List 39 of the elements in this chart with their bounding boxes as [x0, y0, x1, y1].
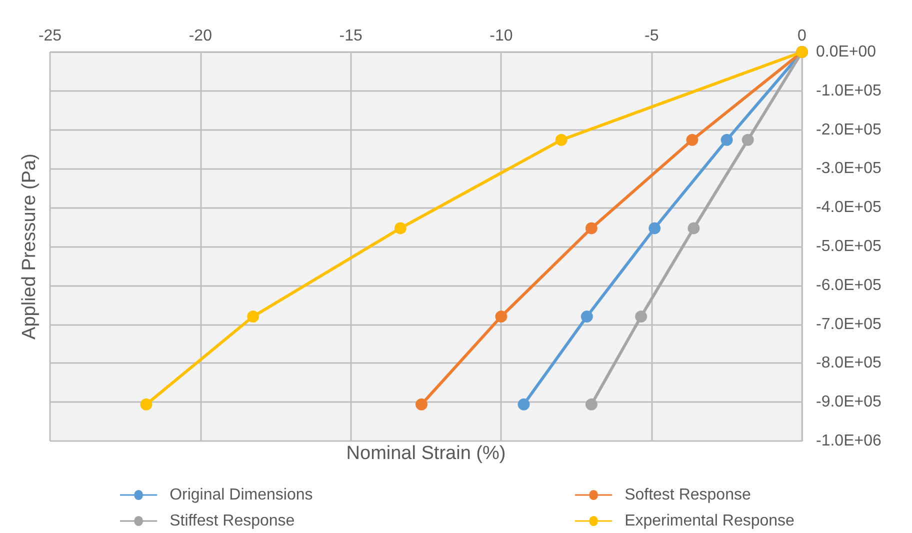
x-tick-label: -15 — [339, 28, 362, 44]
y-tick-label: -1.0E+05 — [816, 82, 882, 100]
y-tick-label: -9.0E+05 — [816, 394, 882, 411]
point — [585, 398, 598, 410]
point — [720, 134, 733, 146]
x-tick-label: -5 — [644, 28, 659, 44]
point — [140, 398, 152, 410]
legend-label: Stiffest Response — [170, 512, 295, 530]
point — [580, 310, 593, 323]
x-tick-label: -10 — [490, 28, 513, 44]
point — [686, 134, 698, 146]
x-tick-label: 0 — [798, 28, 807, 44]
point — [635, 310, 648, 323]
point — [585, 222, 598, 234]
y-tick-label: -7.0E+05 — [816, 316, 882, 333]
y-tick-label: -5.0E+05 — [816, 238, 882, 255]
point — [416, 398, 428, 410]
point — [394, 222, 406, 234]
x-tick-label: -20 — [188, 28, 212, 44]
y-tick-label: -6.0E+05 — [816, 276, 882, 294]
point — [688, 222, 700, 234]
point — [518, 398, 530, 410]
y-tick-label: -4.0E+05 — [816, 199, 882, 216]
legend-label: Experimental Response — [624, 512, 795, 530]
y-tick-label: -3.0E+05 — [816, 160, 882, 178]
y-tick-label: 0.0E+00 — [816, 44, 876, 60]
y-tick-label: -2.0E+05 — [816, 121, 882, 138]
point — [555, 134, 568, 146]
y-tick-label: -8.0E+05 — [816, 354, 882, 372]
y-axis-title: Applied Pressure (Pa) — [19, 154, 40, 340]
legend-label: Original Dimensions — [170, 486, 313, 504]
point — [495, 310, 508, 323]
point — [742, 134, 754, 146]
point — [648, 222, 661, 234]
point — [247, 310, 260, 323]
y-tick-label: -1.0E+06 — [816, 432, 882, 450]
legend-label: Softest Response — [624, 486, 751, 504]
x-axis-title: Nominal Strain (%) — [346, 443, 506, 464]
x-tick-label: -25 — [38, 28, 62, 44]
